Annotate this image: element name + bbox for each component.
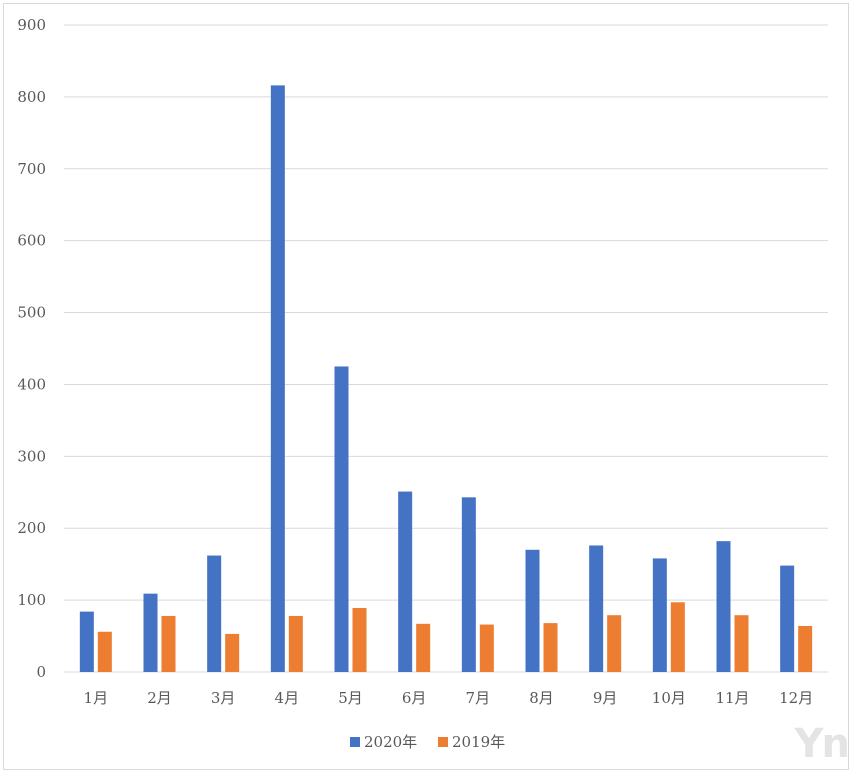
bar-2020年-3月 (207, 555, 222, 672)
gridlines (64, 24, 828, 673)
bar-2019年-11月 (734, 615, 749, 672)
bar-2019年-8月 (543, 623, 558, 672)
x-tick-label: 7月 (466, 689, 491, 707)
bar-2019年-10月 (670, 602, 685, 672)
x-tick-label: 9月 (593, 689, 618, 707)
y-tick-label: 600 (17, 232, 46, 250)
bar-2020年-8月 (525, 549, 540, 672)
bar-2019年-2月 (161, 615, 176, 672)
bar-2020年-7月 (461, 497, 476, 672)
x-axis-ticks: 1月 2月 3月 4月 5月 6月 7月 8月 9月 10月 11月 12月 (84, 689, 814, 707)
x-tick-label: 4月 (275, 689, 300, 707)
watermark-logo: Yn (794, 721, 850, 767)
y-tick-label: 200 (17, 519, 46, 537)
legend-swatch (350, 737, 360, 747)
bar-2020年-2月 (143, 593, 158, 672)
x-tick-label: 8月 (529, 689, 554, 707)
y-tick-label: 700 (17, 160, 46, 178)
y-tick-label: 300 (17, 447, 46, 465)
bar-2020年-5月 (334, 366, 349, 672)
bar-2020年-1月 (79, 611, 94, 672)
bars (79, 85, 813, 673)
y-tick-label: 100 (17, 591, 46, 609)
legend-label: 2020年 (364, 733, 417, 751)
x-tick-label: 10月 (652, 689, 686, 707)
y-axis-ticks: 0 100 200 300 400 500 600 700 800 900 (17, 16, 46, 681)
x-tick-label: 6月 (402, 689, 427, 707)
x-tick-label: 3月 (211, 689, 236, 707)
bar-2019年-7月 (479, 624, 494, 672)
bar-2019年-6月 (416, 623, 431, 672)
bar-2019年-9月 (607, 615, 622, 672)
bar-2019年-3月 (225, 633, 240, 672)
bar-2020年-12月 (780, 565, 795, 672)
y-tick-label: 500 (17, 304, 46, 322)
bar-2020年-6月 (398, 491, 413, 672)
y-tick-label: 800 (17, 88, 46, 106)
y-tick-label: 400 (17, 375, 46, 393)
bar-2019年-1月 (97, 631, 112, 672)
legend-label: 2019年 (452, 733, 505, 751)
bar-2019年-4月 (288, 615, 303, 672)
legend-swatch (438, 737, 448, 747)
bar-2020年-9月 (589, 545, 604, 672)
x-tick-label: 5月 (338, 689, 363, 707)
y-tick-label: 0 (36, 663, 46, 681)
bar-2019年-12月 (798, 625, 813, 672)
bar-2020年-11月 (716, 541, 731, 672)
x-tick-label: 2月 (147, 689, 172, 707)
bar-2019年-5月 (352, 608, 367, 672)
legend: 2020年 2019年 (350, 733, 505, 751)
y-tick-label: 900 (17, 16, 46, 34)
x-tick-label: 11月 (715, 689, 749, 707)
bar-2020年-10月 (652, 558, 667, 672)
x-tick-label: 12月 (779, 689, 813, 707)
bar-2020年-4月 (270, 85, 285, 673)
x-tick-label: 1月 (84, 689, 109, 707)
